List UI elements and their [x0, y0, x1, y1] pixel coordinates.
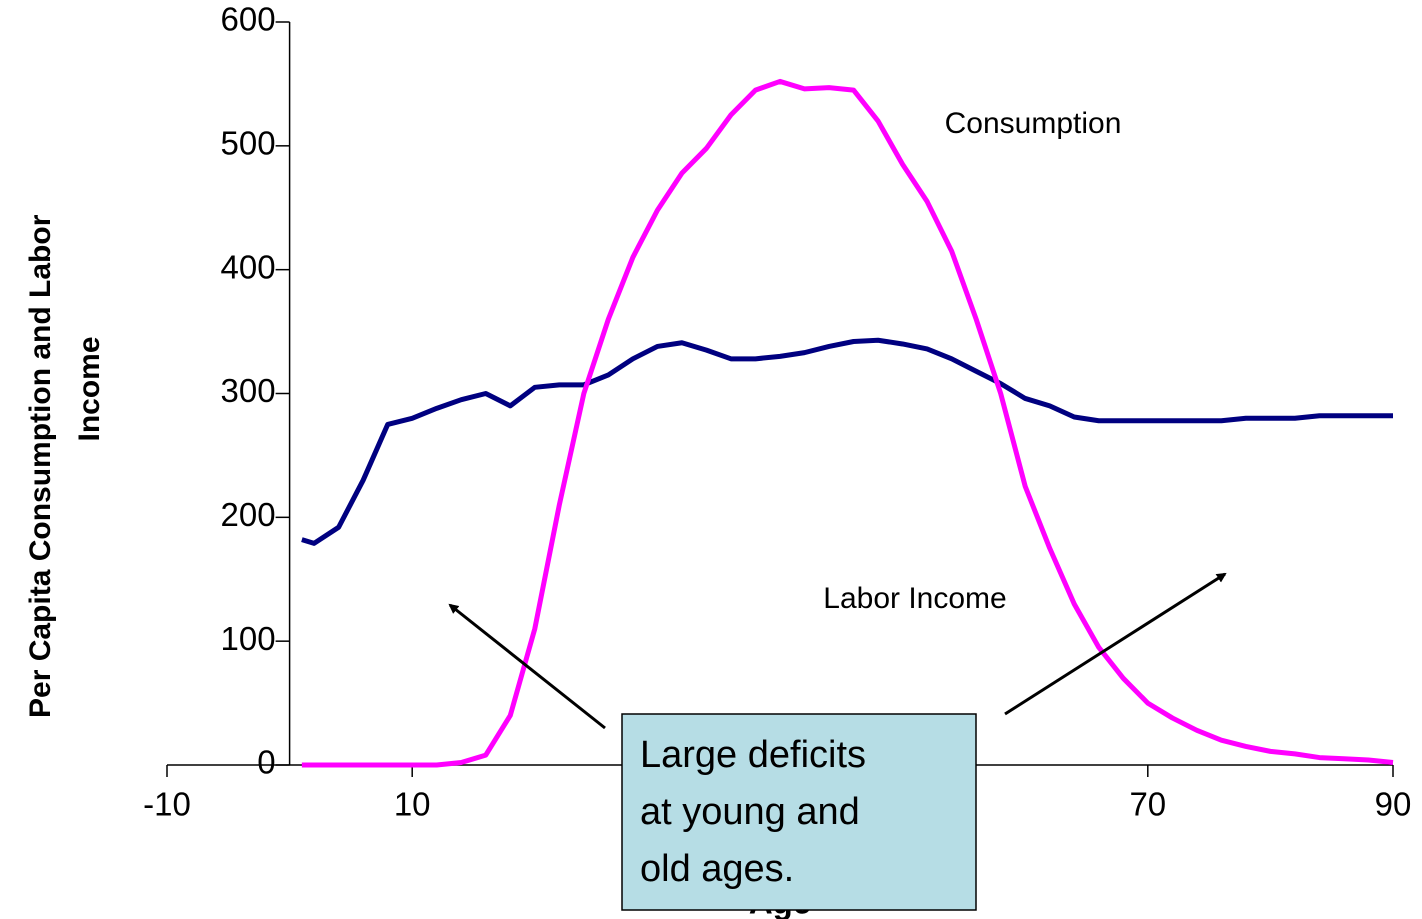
y-axis-title: Income — [73, 336, 106, 441]
y-axis-title: Per Capita Consumption and Labor — [24, 214, 57, 718]
x-tick-label: -10 — [143, 786, 191, 823]
data-line — [301, 337, 1393, 546]
y-tick-label: 600 — [221, 1, 276, 38]
callout-box — [621, 713, 977, 911]
annotation: Consumption — [945, 107, 1122, 140]
data-line — [301, 78, 1394, 768]
x-tick-label: 70 — [1129, 786, 1166, 823]
arrow — [1004, 572, 1227, 716]
y-tick-label: 300 — [221, 372, 276, 409]
x-tick-label: 90 — [1375, 786, 1412, 823]
y-tick-label: 100 — [221, 620, 276, 657]
callout-text: at young and — [640, 791, 860, 833]
callout-text: old ages. — [640, 848, 794, 890]
callout-text: Large deficits — [640, 734, 866, 776]
y-tick-label: 500 — [221, 125, 276, 162]
y-tick-label: 200 — [221, 496, 276, 533]
annotation: Labor Income — [823, 582, 1006, 615]
y-tick-label: 400 — [221, 248, 276, 285]
x-tick-label: 10 — [394, 786, 431, 823]
arrow — [448, 603, 606, 730]
y-tick-label: 0 — [257, 744, 275, 781]
